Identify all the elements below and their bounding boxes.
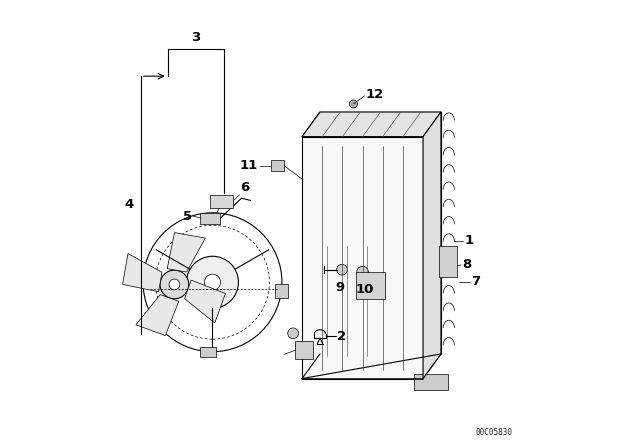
Text: 5: 5 <box>183 210 192 223</box>
Circle shape <box>356 266 369 278</box>
Circle shape <box>337 264 348 275</box>
Polygon shape <box>423 112 441 379</box>
Circle shape <box>160 270 189 299</box>
Polygon shape <box>302 112 441 137</box>
Text: 2: 2 <box>337 329 346 343</box>
Text: 12: 12 <box>366 87 384 101</box>
Text: 11: 11 <box>240 159 258 172</box>
FancyBboxPatch shape <box>200 213 220 224</box>
Text: 3: 3 <box>191 31 200 44</box>
FancyBboxPatch shape <box>296 341 314 359</box>
Text: 4: 4 <box>125 198 134 211</box>
Circle shape <box>204 274 221 290</box>
FancyBboxPatch shape <box>210 195 233 208</box>
Polygon shape <box>184 280 225 323</box>
Text: 7: 7 <box>472 275 481 289</box>
Circle shape <box>186 256 239 308</box>
Circle shape <box>349 100 357 108</box>
Text: 00C05830: 00C05830 <box>476 428 513 437</box>
Text: 1: 1 <box>465 234 474 247</box>
Text: 9: 9 <box>335 281 344 294</box>
FancyBboxPatch shape <box>271 160 284 171</box>
Polygon shape <box>439 246 457 277</box>
Text: 6: 6 <box>240 181 250 194</box>
Circle shape <box>296 342 305 351</box>
FancyBboxPatch shape <box>275 284 288 298</box>
FancyBboxPatch shape <box>356 272 385 299</box>
FancyBboxPatch shape <box>200 347 216 357</box>
Circle shape <box>288 328 298 339</box>
Polygon shape <box>302 137 423 379</box>
Polygon shape <box>136 295 179 336</box>
Text: 8: 8 <box>463 258 472 271</box>
Polygon shape <box>167 233 205 272</box>
Text: 10: 10 <box>356 283 374 296</box>
Polygon shape <box>122 254 162 292</box>
Circle shape <box>169 279 180 290</box>
FancyBboxPatch shape <box>414 374 448 390</box>
